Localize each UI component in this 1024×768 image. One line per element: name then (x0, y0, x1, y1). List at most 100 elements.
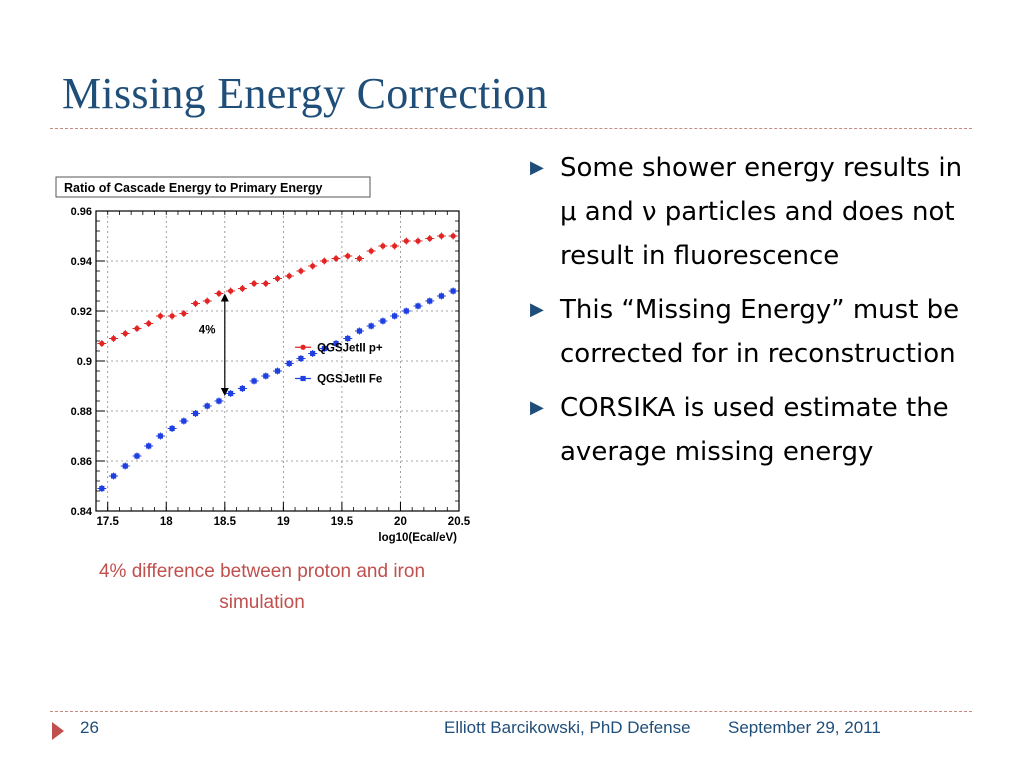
iron-point (310, 350, 316, 357)
iron-point (438, 293, 445, 299)
x-tick-label: 20 (394, 516, 407, 528)
iron-point (427, 298, 433, 304)
iron-point (157, 433, 164, 439)
proton-point (204, 298, 210, 304)
x-tick-label: 20.5 (448, 516, 471, 528)
proton-point (274, 275, 281, 282)
proton-point (321, 258, 327, 264)
x-tick-label: 19 (277, 516, 290, 528)
y-tick-label: 0.84 (71, 506, 93, 518)
iron-point (216, 398, 222, 404)
y-tick-label: 0.88 (71, 406, 92, 418)
proton-point (169, 313, 175, 319)
proton-point (356, 255, 363, 262)
y-tick-label: 0.9 (77, 356, 92, 368)
legend-proton-marker (300, 344, 306, 350)
bullet-text: This “Missing Energy” must be corrected … (560, 295, 960, 369)
bullet-item: ▶ This “Missing Energy” must be corrected… (530, 288, 970, 376)
proton-point (110, 335, 117, 342)
proton-point (228, 288, 234, 294)
iron-point (286, 360, 292, 367)
footer-divider (50, 711, 972, 712)
chart-title: Ratio of Cascade Energy to Primary Energ… (64, 181, 322, 195)
proton-point (157, 313, 164, 319)
proton-point (134, 325, 140, 332)
iron-point (368, 323, 374, 329)
proton-point (216, 290, 222, 297)
iron-point (228, 390, 234, 397)
iron-point (181, 418, 187, 424)
iron-point (380, 318, 386, 324)
bullet-arrow-icon: ▶ (530, 299, 544, 320)
y-tick-label: 0.86 (71, 456, 92, 468)
proton-point (415, 238, 421, 244)
iron-point (134, 453, 140, 459)
arrow-head-down-icon (220, 388, 229, 396)
iron-point (146, 443, 152, 449)
x-tick-label: 19.5 (331, 516, 354, 528)
proton-point (99, 340, 105, 347)
x-axis-label: log10(Ecal/eV) (378, 532, 457, 544)
proton-point (192, 300, 199, 307)
iron-point (345, 335, 351, 342)
bullet-list: ▶ Some shower energy results in μ and ν p… (530, 146, 970, 484)
iron-point (415, 303, 421, 309)
iron-point (391, 313, 398, 319)
proton-point (333, 255, 339, 262)
chart-title-box (55, 176, 371, 198)
iron-point (450, 288, 456, 294)
iron-point (192, 410, 199, 417)
proton-point (427, 235, 433, 242)
proton-point (310, 263, 316, 269)
legend-entry: QGSJetII p+ (317, 342, 383, 354)
slide-arrow-icon (52, 722, 64, 740)
iron-point (99, 485, 105, 492)
proton-point (403, 238, 409, 244)
iron-point (110, 473, 117, 479)
iron-point (321, 345, 327, 352)
x-tick-label: 17.5 (97, 516, 120, 528)
footer-author: Elliott Barcikowski, PhD Defense (444, 718, 691, 737)
proton-point (122, 330, 128, 337)
bullet-arrow-icon: ▶ (530, 397, 544, 418)
legend-entry: QGSJetII Fe (317, 374, 382, 386)
proton-point (298, 268, 304, 274)
iron-point (403, 308, 409, 314)
proton-point (368, 248, 374, 254)
y-tick-label: 0.96 (71, 206, 92, 218)
iron-point (333, 340, 339, 347)
iron-point (239, 385, 245, 392)
arrow-head-up-icon (220, 293, 229, 302)
iron-point (263, 373, 269, 379)
slide-title: Missing Energy Correction (62, 69, 548, 118)
footer-date: September 29, 2011 (728, 718, 881, 737)
proton-point (391, 243, 398, 249)
bullet-text: Some shower energy results in μ and ν pa… (560, 153, 963, 271)
proton-point (380, 243, 386, 249)
proton-point (286, 273, 292, 279)
chart-caption: 4% difference between proton and iron si… (98, 561, 426, 613)
iron-point (251, 378, 257, 384)
iron-point (122, 463, 128, 469)
difference-annotation: 4% (199, 325, 216, 337)
slide-number: 26 (80, 718, 99, 737)
bullet-text: CORSIKA is used estimate the average mis… (560, 393, 949, 467)
bullet-item: ▶ CORSIKA is used estimate the average mi… (530, 386, 970, 474)
iron-point (356, 328, 363, 334)
iron-point (169, 425, 175, 432)
title-divider (50, 128, 972, 129)
proton-point (438, 233, 445, 239)
iron-point (204, 403, 210, 409)
proton-point (263, 280, 269, 287)
proton-point (251, 280, 257, 287)
energy-ratio-chart: Ratio of Cascade Energy to Primary Energ… (55, 176, 471, 544)
legend-iron-marker (300, 375, 306, 382)
x-tick-label: 18 (160, 516, 173, 528)
y-tick-label: 0.94 (71, 256, 93, 268)
x-tick-label: 18.5 (214, 516, 237, 528)
proton-point (239, 285, 245, 292)
iron-point (274, 368, 281, 374)
proton-point (181, 310, 187, 317)
bullet-item: ▶ Some shower energy results in μ and ν p… (530, 146, 970, 278)
iron-point (298, 355, 304, 362)
